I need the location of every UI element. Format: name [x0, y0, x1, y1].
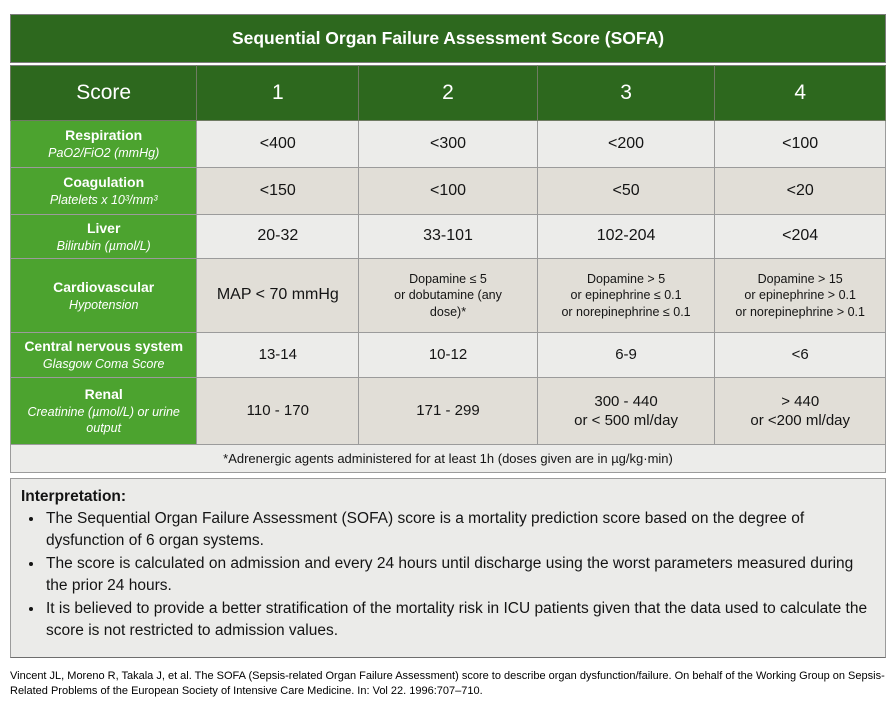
- interpretation-heading: Interpretation:: [21, 488, 127, 505]
- row-header: Liver Bilirubin (µmol/L): [9, 214, 198, 259]
- score-1-cell: 110 - 170: [196, 377, 360, 445]
- organ-system-measure: Bilirubin (µmol/L): [56, 238, 151, 253]
- organ-system-name: Coagulation: [63, 174, 145, 191]
- score-2-cell: <300: [358, 120, 538, 168]
- row-header: Respiration PaO2/FiO2 (mmHg): [9, 120, 198, 168]
- interpretation-bullet: The score is calculated on admission and…: [44, 553, 873, 598]
- score-4-cell: <100: [714, 120, 886, 168]
- score-4-cell: <6: [714, 332, 886, 378]
- score-2-cell: 171 - 299: [358, 377, 538, 445]
- score-1-cell: <150: [196, 167, 360, 215]
- citation-text: Vincent JL, Moreno R, Takala J, et al. T…: [10, 669, 885, 697]
- score-3-cell: <50: [536, 167, 716, 215]
- score-3-cell: Dopamine > 5 or epinephrine ≤ 0.1 or nor…: [536, 258, 716, 333]
- score-3-cell: 6-9: [536, 332, 716, 378]
- organ-system-name: Liver: [86, 219, 121, 236]
- organ-system-measure: Creatinine (µmol/L) or urine output: [27, 405, 180, 436]
- interpretation-bullet: It is believed to provide a better strat…: [44, 598, 873, 643]
- table-row: Central nervous system Glasgow Coma Scor…: [9, 332, 886, 378]
- score-2-cell: <100: [358, 167, 538, 215]
- score-2-cell: Dopamine ≤ 5 or dobutamine (any dose)*: [358, 258, 538, 333]
- row-header: Renal Creatinine (µmol/L) or urine outpu…: [9, 377, 198, 445]
- row-header: Central nervous system Glasgow Coma Scor…: [9, 332, 198, 378]
- score-2-cell: 33-101: [358, 214, 538, 259]
- organ-system-measure: Glasgow Coma Score: [42, 357, 165, 372]
- interpretation-list: The Sequential Organ Failure Assessment …: [21, 508, 873, 643]
- sofa-score-table: Score 1 2 3 4 Respiration PaO2/FiO2 (mmH…: [9, 65, 886, 473]
- score-4-cell: <204: [714, 214, 886, 259]
- organ-system-name: Respiration: [65, 127, 143, 144]
- table-row: Respiration PaO2/FiO2 (mmHg) <400 <300 <…: [9, 120, 886, 168]
- interpretation-panel: Interpretation: The Sequential Organ Fai…: [10, 478, 886, 658]
- table-row: Renal Creatinine (µmol/L) or urine outpu…: [9, 377, 886, 445]
- organ-system-name: Central nervous system: [24, 338, 184, 355]
- score-3-cell: <200: [536, 120, 716, 168]
- column-header-1: 1: [196, 65, 360, 121]
- table-row: Coagulation Platelets x 10³/mm³ <150 <10…: [9, 167, 886, 215]
- table-header-row: Score 1 2 3 4: [9, 65, 886, 121]
- page-title: Sequential Organ Failure Assessment Scor…: [10, 14, 886, 63]
- score-4-cell: <20: [714, 167, 886, 215]
- footnote-row: *Adrenergic agents administered for at l…: [10, 444, 886, 473]
- score-4-cell: > 440 or <200 ml/day: [714, 377, 886, 445]
- sofa-reference-card: Sequential Organ Failure Assessment Scor…: [9, 14, 886, 699]
- interpretation-bullet: The Sequential Organ Failure Assessment …: [44, 508, 873, 553]
- organ-system-name: Cardiovascular: [53, 278, 155, 295]
- score-3-cell: 300 - 440 or < 500 ml/day: [536, 377, 716, 445]
- organ-system-measure: Platelets x 10³/mm³: [49, 193, 158, 208]
- score-3-cell: 102-204: [536, 214, 716, 259]
- score-1-cell: 20-32: [196, 214, 360, 259]
- column-header-2: 2: [358, 65, 538, 121]
- score-4-cell: Dopamine > 15 or epinephrine > 0.1 or no…: [714, 258, 886, 333]
- score-1-cell: <400: [196, 120, 360, 168]
- organ-system-measure: PaO2/FiO2 (mmHg): [48, 146, 160, 161]
- score-1-cell: MAP < 70 mmHg: [196, 258, 360, 333]
- table-footnote: *Adrenergic agents administered for at l…: [10, 444, 886, 473]
- row-header: Cardiovascular Hypotension: [9, 258, 198, 333]
- organ-system-measure: Hypotension: [68, 297, 139, 312]
- table-row: Cardiovascular Hypotension MAP < 70 mmHg…: [9, 258, 886, 333]
- column-header-4: 4: [714, 65, 886, 121]
- score-1-cell: 13-14: [196, 332, 360, 378]
- table-row: Liver Bilirubin (µmol/L) 20-32 33-101 10…: [9, 214, 886, 259]
- column-header-score: Score: [9, 65, 198, 121]
- organ-system-name: Renal: [84, 386, 123, 403]
- score-2-cell: 10-12: [358, 332, 538, 378]
- row-header: Coagulation Platelets x 10³/mm³: [9, 167, 198, 215]
- column-header-3: 3: [536, 65, 716, 121]
